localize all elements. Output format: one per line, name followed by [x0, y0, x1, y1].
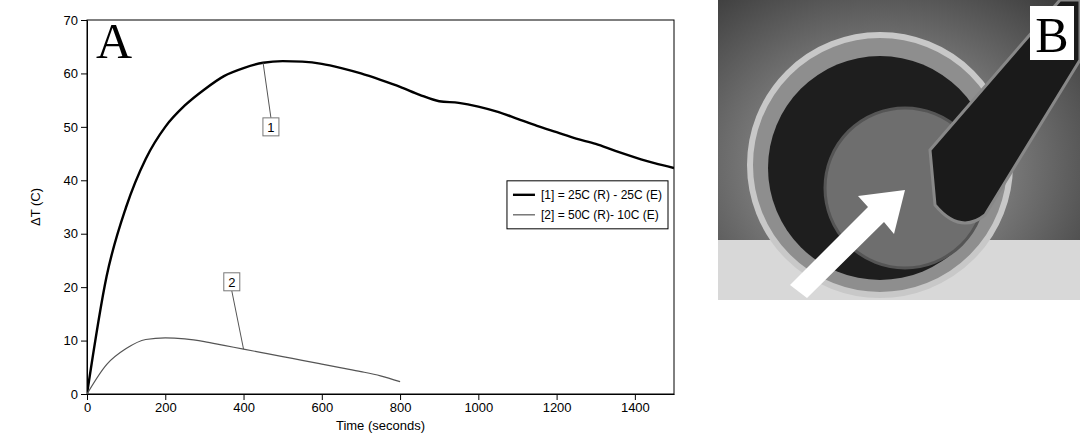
- y-tick-label: 10: [64, 333, 78, 348]
- leader-line: [263, 63, 271, 118]
- x-tick-mark: [322, 394, 323, 400]
- y-tick: 10: [64, 333, 87, 348]
- legend-swatch: [513, 214, 535, 215]
- x-tick: 1400: [621, 394, 650, 415]
- x-tick-label: 1200: [543, 400, 572, 415]
- x-tick-label: 1000: [464, 400, 493, 415]
- y-tick-mark: [81, 287, 87, 288]
- photo-arrow: [790, 190, 905, 298]
- x-tick-mark: [557, 394, 558, 400]
- y-tick: 50: [64, 120, 87, 135]
- legend: [1] = 25C (R) - 25C (E) [2] = 50C (R)- 10…: [507, 181, 668, 229]
- leader-line: [232, 291, 244, 349]
- y-tick-mark: [81, 394, 87, 395]
- x-tick-mark: [635, 394, 636, 400]
- y-tick-mark: [81, 20, 87, 21]
- y-tick: 20: [64, 280, 87, 295]
- plot-area: [87, 61, 674, 394]
- x-tick: 1200: [543, 394, 572, 415]
- legend-label: [1] = 25C (R) - 25C (E): [541, 188, 662, 202]
- x-tick: 0: [84, 394, 91, 415]
- x-tick-label: 0: [84, 400, 91, 415]
- y-tick: 0: [71, 387, 87, 402]
- legend-box: [507, 181, 668, 229]
- annotation-box: [263, 118, 279, 136]
- y-tick-mark: [81, 180, 87, 181]
- y-tick-mark: [81, 341, 87, 342]
- y-tick: 70: [64, 13, 87, 28]
- y-axis: 0 10 20 30 40 50 60 70: [64, 13, 88, 402]
- y-tick: 40: [64, 173, 87, 188]
- y-tick-label: 60: [64, 66, 78, 81]
- x-tick-mark: [400, 394, 401, 400]
- annotation: 2: [228, 275, 235, 290]
- x-tick-label: 600: [311, 400, 333, 415]
- photo: [718, 0, 1080, 300]
- x-tick: 400: [233, 394, 255, 415]
- x-axis: 0 200 400 600 800 1000 1200 1400: [84, 394, 675, 415]
- y-axis-title: ΔT (C): [28, 188, 43, 226]
- panel-label: A: [96, 13, 132, 69]
- y-tick-label: 70: [64, 13, 78, 28]
- y-tick-mark: [81, 73, 87, 74]
- series-line: [87, 61, 674, 394]
- photo-cylinder: [930, 0, 1080, 223]
- figure: 0 200 400 600 800 1000 1200 1400 0 10 20 30 40 50 60 70…: [0, 0, 1080, 438]
- y-tick: 60: [64, 66, 87, 81]
- x-tick: 1000: [464, 394, 493, 415]
- y-tick: 30: [64, 226, 87, 241]
- x-tick: 200: [155, 394, 177, 415]
- x-axis-line: [88, 394, 675, 395]
- legend-swatch: [513, 194, 535, 196]
- y-tick-label: 50: [64, 120, 78, 135]
- x-tick-label: 800: [390, 400, 412, 415]
- panel-label: B: [1035, 7, 1068, 63]
- annotation-box: [224, 273, 240, 291]
- legend-label: [2] = 50C (R)- 10C (E): [541, 208, 659, 222]
- plot-frame: [87, 20, 674, 394]
- x-tick: 800: [390, 394, 412, 415]
- x-tick-mark: [478, 394, 479, 400]
- x-tick: 600: [311, 394, 333, 415]
- x-axis-title: Time (seconds): [336, 418, 425, 433]
- x-tick-label: 200: [155, 400, 177, 415]
- x-tick-label: 400: [233, 400, 255, 415]
- y-tick-mark: [81, 234, 87, 235]
- series-line: [87, 338, 400, 394]
- y-tick-label: 20: [64, 280, 78, 295]
- y-tick-label: 30: [64, 226, 78, 241]
- y-tick-mark: [81, 127, 87, 128]
- y-tick-label: 40: [64, 173, 78, 188]
- x-tick-mark: [87, 394, 88, 400]
- y-tick-label: 0: [71, 387, 78, 402]
- y-axis-line: [87, 21, 88, 395]
- x-tick-mark: [244, 394, 245, 400]
- x-tick-label: 1400: [621, 400, 650, 415]
- photo-background: [718, 0, 1080, 300]
- annotation: 1: [267, 120, 274, 135]
- x-tick-mark: [165, 394, 166, 400]
